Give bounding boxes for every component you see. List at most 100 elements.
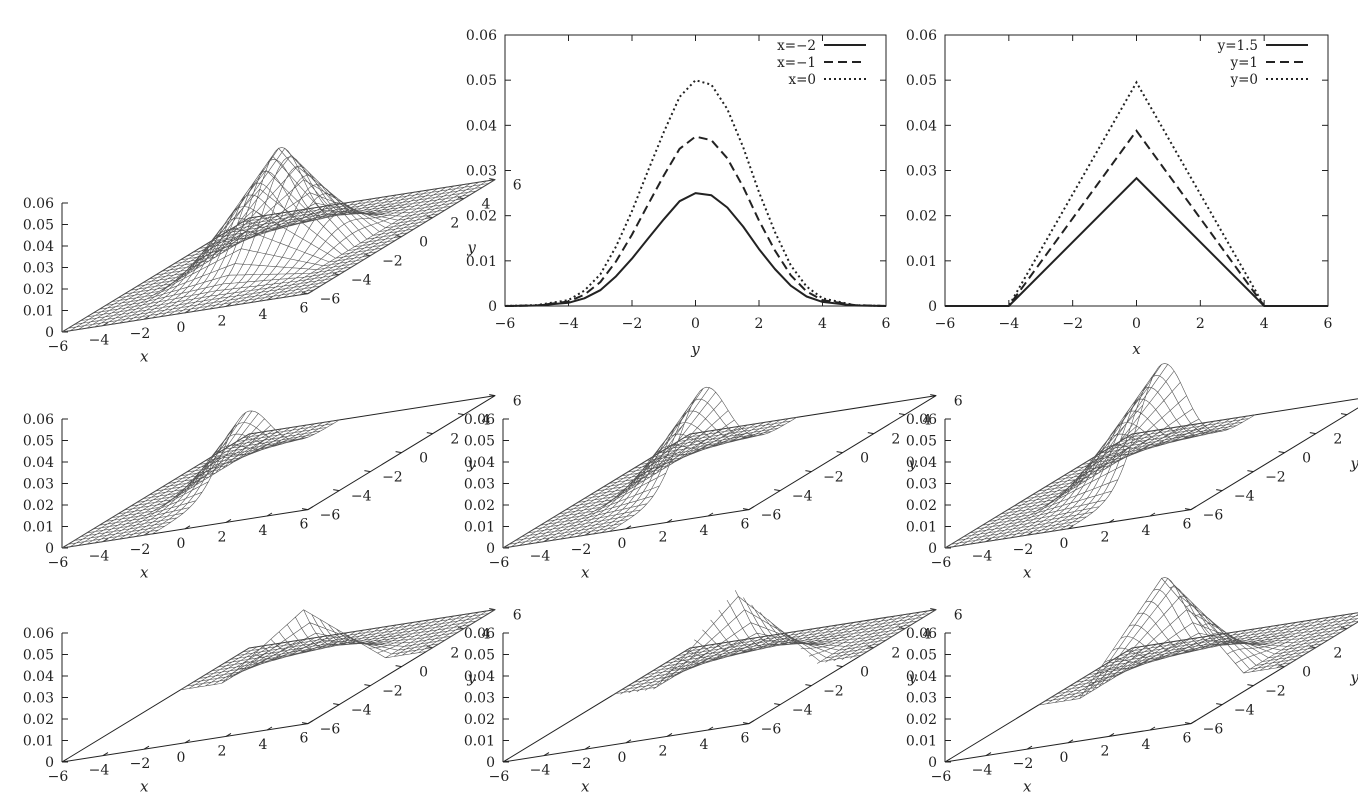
z-tick-label: 0	[45, 755, 54, 771]
x-tick-label: 6	[300, 731, 309, 747]
x-tick-label: −2	[130, 542, 151, 558]
y-tick-label: −4	[351, 273, 372, 289]
x-tick-mark	[666, 732, 673, 737]
z-tick-label: 0.04	[464, 669, 495, 685]
x-tick-mark	[707, 726, 714, 731]
x-axis-label: x	[581, 564, 590, 582]
x-tick-label: 2	[218, 743, 227, 759]
x-tick-label: −4	[89, 333, 110, 349]
x-axis-label: x	[140, 778, 149, 796]
y-tick-label: 6	[513, 394, 522, 410]
x-tick-label: 2	[218, 313, 227, 329]
base-outline	[61, 395, 496, 549]
y-tick-mark	[301, 508, 309, 511]
y-tick-label: 0.01	[906, 254, 937, 270]
x-tick-label: 6	[741, 731, 750, 747]
y-tick-mark	[1340, 413, 1348, 416]
series-line-0	[945, 176, 1328, 307]
x-tick-label: 4	[1142, 737, 1151, 753]
x-tick-mark	[1149, 726, 1156, 731]
x-tick-label: 2	[755, 316, 764, 332]
z-tick-label: 0.01	[906, 734, 937, 750]
y-tick-mark	[1184, 508, 1192, 511]
y-tick-label: 2	[1333, 432, 1342, 448]
y-axis-label: y	[907, 455, 917, 473]
x-tick-mark	[1190, 506, 1197, 511]
y-tick-label: 0.06	[466, 28, 497, 44]
y-tick-mark	[426, 432, 433, 435]
x-tick-label: −2	[571, 756, 592, 772]
x-tick-label: −4	[89, 549, 110, 565]
x-tick-mark	[143, 745, 150, 750]
surface-mesh	[944, 363, 1256, 549]
y-tick-mark	[930, 394, 937, 397]
z-tick-label: 0.05	[464, 434, 495, 450]
z-tick-label: 0	[45, 541, 54, 557]
y-tick-label: −2	[823, 470, 844, 486]
y-tick-label: 0	[1302, 665, 1311, 681]
x-tick-label: −6	[935, 316, 956, 332]
x-tick-label: 4	[259, 307, 268, 323]
surface-plot-surf-r2c3: 00.010.020.030.040.050.06−6 −4 −2 0 2 4 6−6−4−…	[906, 363, 1358, 582]
x-tick-label: −4	[972, 763, 993, 779]
x-tick-label: 2	[1101, 529, 1110, 545]
y-tick-mark	[1184, 722, 1192, 725]
y-tick-mark	[1278, 451, 1285, 454]
legend-label-0: y=1.5	[1217, 38, 1258, 54]
z-tick-label: 0.06	[23, 196, 54, 212]
z-tick-label: 0.06	[23, 626, 54, 642]
surface-plot-surf-r2c1: 00.010.020.030.040.050.06−6 −4 −2 0 2 4 6−6−4−…	[23, 394, 522, 582]
y-tick-label: 0.05	[906, 73, 937, 89]
x-tick-label: 0	[177, 750, 186, 766]
y-tick-label: −6	[320, 292, 341, 308]
x-tick-label: 2	[659, 743, 668, 759]
x-tick-label: 0	[177, 320, 186, 336]
y-tick-label: −6	[1203, 722, 1224, 738]
y-tick-label: −4	[1234, 489, 1255, 505]
x-tick-mark	[666, 518, 673, 523]
x-tick-label: 4	[700, 737, 709, 753]
x-axis-label: x	[1023, 778, 1032, 796]
z-tick-label: 0	[45, 325, 54, 341]
x-tick-label: −6	[48, 339, 69, 355]
y-tick-label: −6	[320, 508, 341, 524]
z-tick-label: 0.05	[23, 218, 54, 234]
x-tick-label: 0	[691, 316, 700, 332]
y-tick-mark	[489, 178, 496, 181]
x-tick-label: 2	[1196, 316, 1205, 332]
z-tick-label: 0.01	[23, 520, 54, 536]
y-tick-label: 0.03	[906, 164, 937, 180]
y-tick-label: 0	[419, 451, 428, 467]
y-tick-mark	[1247, 684, 1254, 687]
surface-mesh	[502, 386, 797, 549]
z-tick-label: 0.01	[23, 304, 54, 320]
z-tick-label: 0.02	[906, 498, 937, 514]
y-tick-label: −6	[761, 722, 782, 738]
y-tick-label: 0	[419, 665, 428, 681]
x-tick-label: −6	[489, 555, 510, 571]
x-tick-mark	[944, 758, 951, 763]
y-tick-label: −2	[382, 470, 403, 486]
x-tick-mark	[266, 726, 273, 731]
y-tick-mark	[301, 722, 309, 725]
y-tick-label: 6	[513, 178, 522, 194]
z-tick-label: 0.03	[464, 691, 495, 707]
x-tick-label: 4	[700, 523, 709, 539]
y-tick-mark	[805, 684, 812, 687]
x-tick-mark	[1067, 739, 1074, 744]
x-axis-label: x	[581, 778, 590, 796]
x-tick-mark	[184, 525, 191, 530]
legend-label-1: x=−1	[777, 55, 816, 71]
x-tick-label: −6	[489, 769, 510, 785]
x-tick-mark	[1108, 732, 1115, 737]
y-tick-label: 0.05	[466, 73, 497, 89]
surface-mesh	[61, 410, 340, 549]
z-tick-label: 0.03	[23, 477, 54, 493]
x-tick-label: 4	[1142, 523, 1151, 539]
y-tick-label: 2	[450, 216, 459, 232]
plot-frame	[944, 34, 1329, 307]
x-tick-mark	[225, 518, 232, 523]
y-tick-mark	[364, 470, 371, 473]
y-tick-mark	[774, 703, 781, 706]
x-tick-label: 6	[1183, 731, 1192, 747]
